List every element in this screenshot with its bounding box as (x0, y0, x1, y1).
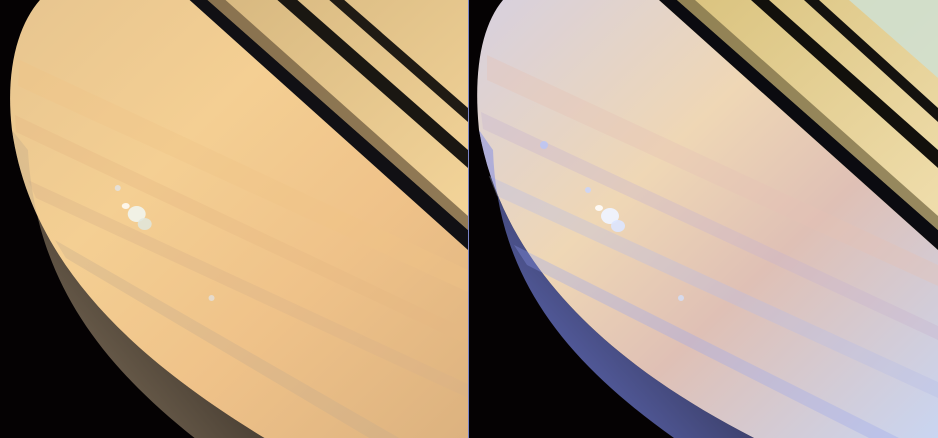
natural-color-panel (0, 0, 469, 438)
small-cloud-c (540, 141, 548, 149)
ring-gap-inner (804, 0, 938, 122)
cloud-bands (481, 55, 938, 438)
cloud-bands (14, 60, 468, 438)
saturn-false-color-image (469, 0, 938, 438)
planet-limb (479, 130, 754, 438)
ring-gap-inner (329, 0, 468, 122)
saturn-natural-color-image (0, 0, 468, 438)
false-color-panel (469, 0, 938, 438)
storm-spot (595, 205, 625, 232)
ring-gap-middle (751, 0, 938, 168)
ring-shadow-band (677, 0, 938, 230)
small-cloud-a (585, 187, 591, 193)
planet-limb (11, 130, 265, 438)
small-cloud-b (208, 295, 215, 301)
ring-gap-outer (659, 0, 938, 250)
ring-bright-edge (849, 0, 938, 78)
ring-gap-middle (277, 0, 468, 168)
small-cloud-a (114, 185, 121, 191)
small-cloud-b (678, 295, 684, 301)
storm-spot (121, 203, 152, 230)
